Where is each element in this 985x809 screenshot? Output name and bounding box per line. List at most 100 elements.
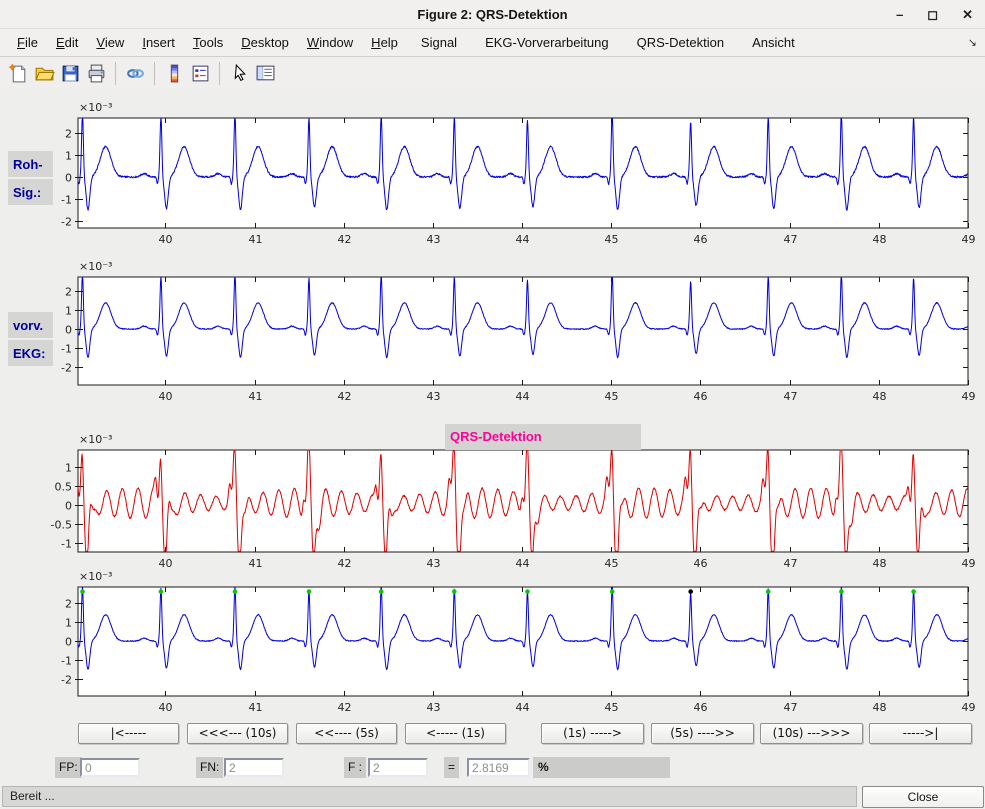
y-tick-label: -2 [61,362,72,375]
detection-marker [378,589,384,594]
y-axis-exponent-label: ×10⁻³ [79,433,112,446]
label-ekg: EKG: [8,340,53,366]
maximize-icon[interactable]: ◻ [927,6,939,22]
x-tick-label: 49 [962,701,976,714]
label-roh: Roh- [8,151,53,177]
x-tick-label: 47 [784,701,798,714]
x-tick-label: 47 [784,390,798,403]
y-axis-exponent-label: ×10⁻³ [79,101,112,114]
fn-input[interactable] [224,758,284,777]
x-tick-label: 44 [516,233,530,246]
toolbar-separator [219,61,220,85]
menu-item-window[interactable]: Window [306,35,354,50]
menu-item-insert[interactable]: Insert [142,35,175,50]
x-tick-label: 44 [516,390,530,403]
nav-button-back-5s[interactable]: <<---- (5s) [296,723,397,744]
x-tick-label: 42 [338,390,352,403]
raw-signal-trace [77,117,969,211]
x-tick-label: 43 [427,701,441,714]
nav-button-forward-10s[interactable]: (10s) --->>> [760,723,863,744]
x-tick-label: 40 [159,390,173,403]
x-tick-label: 43 [427,233,441,246]
x-tick-label: 43 [427,557,441,570]
label-vorv: vorv. [8,312,53,338]
x-tick-label: 45 [605,390,619,403]
new-figure-icon[interactable] [5,60,31,86]
f-input[interactable] [368,758,428,777]
x-tick-label: 42 [338,701,352,714]
menu-item-ansicht[interactable]: Ansicht [752,35,795,50]
toolbar-separator [115,61,116,85]
nav-button-forward-1s[interactable]: (1s) -----> [541,723,644,744]
insert-colorbar-icon[interactable] [161,60,187,86]
close-icon[interactable]: ✕ [962,6,973,22]
ecg-with-detections-trace [77,586,969,671]
plot-raw-signal: 40 41 42 43 44 45 46 47 48 49 2 1 0 -1 -2 ×10⁻³ [61,101,976,246]
y-tick-label: -1 [61,538,72,551]
plot-ecg-with-detections: 40 41 42 43 44 45 46 47 48 49 2 1 0 -1 -2 ×10⁻³ [61,570,976,714]
insert-legend-icon[interactable] [187,60,213,86]
x-tick-label: 43 [427,390,441,403]
f-percent-input[interactable] [467,758,530,777]
menu-bar: File Edit View Insert Tools Desktop Window Help… [0,29,985,57]
detection-marker [911,589,916,594]
detection-marker [80,589,85,594]
x-tick-label: 40 [159,557,173,570]
menu-item-qrs-detektion[interactable]: QRS-Detektion [636,35,725,50]
y-tick-label: -1 [61,343,72,356]
link-plot-icon[interactable] [122,60,148,86]
nav-button-forward-5s[interactable]: (5s) ---->> [651,723,754,744]
y-tick-label: 0.5 [55,481,73,494]
x-tick-label: 45 [605,233,619,246]
title-bar: Figure 2: QRS-Detektion – ◻ ✕ [0,0,985,29]
y-tick-label: 1 [65,150,72,163]
y-tick-label: 2 [65,128,72,141]
menu-item-file[interactable]: File [17,35,38,50]
y-tick-label: -1 [61,655,72,668]
close-button[interactable]: Close [862,786,984,808]
fp-label: FP: [55,757,82,778]
menu-item-signal[interactable]: Signal [420,35,458,50]
menu-item-desktop[interactable]: Desktop [241,35,289,50]
nav-button-jump-to-end[interactable]: ----->| [869,723,972,744]
x-tick-label: 44 [516,557,530,570]
detection-marker [688,589,693,594]
preprocessed-ecg-trace [77,276,969,359]
open-file-icon[interactable] [31,60,57,86]
f-label: F : [344,757,366,778]
y-tick-label: -1 [61,194,72,207]
save-figure-icon[interactable] [57,60,83,86]
plot-preprocessed-ecg: 40 41 42 43 44 45 46 47 48 49 2 1 0 -1 -2 ×10⁻³ [61,260,975,403]
menu-item-help[interactable]: Help [371,35,398,50]
x-tick-label: 49 [962,233,976,246]
edit-plot-icon[interactable] [226,60,252,86]
x-tick-label: 48 [873,701,887,714]
minimize-icon[interactable]: – [896,6,904,22]
nav-button-back-10s[interactable]: <<<--- (10s) [187,723,288,744]
y-tick-label: 1 [65,305,72,318]
nav-button-back-1s[interactable]: <----- (1s) [405,723,506,744]
y-tick-label: 0 [65,500,72,513]
window-controls: – ◻ ✕ [896,0,973,28]
fp-input[interactable] [80,758,140,777]
label-sig: Sig.: [8,179,53,205]
nav-button-jump-to-start[interactable]: |<----- [78,723,179,744]
x-tick-label: 45 [605,557,619,570]
plot-browser-icon[interactable] [252,60,278,86]
x-tick-label: 40 [159,701,173,714]
x-tick-label: 48 [873,233,887,246]
menu-item-view[interactable]: View [96,35,125,50]
y-tick-label: 0 [65,636,72,649]
x-tick-label: 40 [159,233,173,246]
detection-marker [609,589,615,594]
menu-item-edit[interactable]: Edit [55,35,79,50]
dock-figure-arrow-icon[interactable]: ↘ [967,37,977,49]
status-text: Bereit ... [10,789,55,803]
detection-marker [306,589,312,594]
y-axis-exponent-label: ×10⁻³ [79,260,112,273]
menu-item-ekg-vorverarbeitung[interactable]: EKG-Vorverarbeitung [485,35,609,50]
detection-marker [525,589,530,594]
menu-item-tools[interactable]: Tools [192,35,224,50]
qrs-detektion-plot-title: QRS-Detektion [445,424,641,450]
print-figure-icon[interactable] [83,60,109,86]
